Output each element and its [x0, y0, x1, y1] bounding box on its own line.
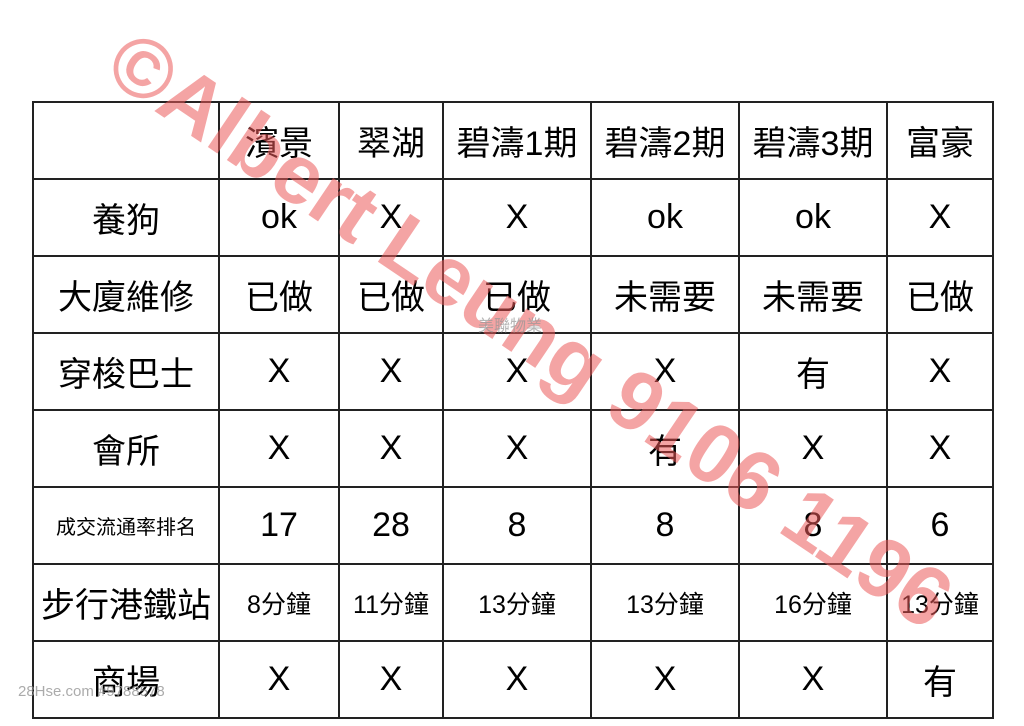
cell: X: [442, 178, 592, 257]
cell: 28: [338, 486, 444, 565]
cell: 13分鐘: [886, 563, 994, 642]
cell: X: [590, 640, 740, 719]
row: 穿梭巴士 X X X X 有 X: [32, 332, 994, 411]
cell: 8分鐘: [218, 563, 340, 642]
row-label: 步行港鐵站: [32, 563, 220, 642]
column-header: 碧濤2期: [590, 101, 740, 180]
cell: 8: [590, 486, 740, 565]
row: 大廈維修 已做 已做 已做 未需要 未需要 已做: [32, 255, 994, 334]
cell: X: [738, 409, 888, 488]
cell: X: [886, 332, 994, 411]
row-label: 大廈維修: [32, 255, 220, 334]
cell: 13分鐘: [590, 563, 740, 642]
cell: X: [886, 178, 994, 257]
cell: 已做: [218, 255, 340, 334]
cell: 13分鐘: [442, 563, 592, 642]
cell: X: [218, 640, 340, 719]
cell: X: [218, 332, 340, 411]
row-label: 成交流通率排名: [32, 486, 220, 565]
header-row: 濱景 翠湖 碧濤1期 碧濤2期 碧濤3期 富豪: [32, 101, 994, 180]
cell: X: [338, 332, 444, 411]
row-label: 商場: [32, 640, 220, 719]
cell: 已做: [886, 255, 994, 334]
cell: X: [442, 409, 592, 488]
cell: 有: [886, 640, 994, 719]
row: 步行港鐵站 8分鐘 11分鐘 13分鐘 13分鐘 16分鐘 13分鐘: [32, 563, 994, 642]
cell: 未需要: [590, 255, 740, 334]
row-label: 會所: [32, 409, 220, 488]
row: 商場 X X X X X 有: [32, 640, 994, 719]
row: 會所 X X X 有 X X: [32, 409, 994, 488]
cell: X: [442, 640, 592, 719]
cell: X: [218, 409, 340, 488]
column-header: 富豪: [886, 101, 994, 180]
cell: 有: [738, 332, 888, 411]
cell: X: [886, 409, 994, 488]
cell: X: [338, 640, 444, 719]
column-header: 碧濤3期: [738, 101, 888, 180]
cell: 6: [886, 486, 994, 565]
cell: 有: [590, 409, 740, 488]
row-label: 穿梭巴士: [32, 332, 220, 411]
row-label: 養狗: [32, 178, 220, 257]
cell: 已做: [442, 255, 592, 334]
cell: ok: [590, 178, 740, 257]
cell: 8: [738, 486, 888, 565]
row: 成交流通率排名 17 28 8 8 8 6: [32, 486, 994, 565]
cell: 16分鐘: [738, 563, 888, 642]
cell: X: [442, 332, 592, 411]
cell: X: [338, 409, 444, 488]
cell: X: [338, 178, 444, 257]
column-header: 翠湖: [338, 101, 444, 180]
column-header: 濱景: [218, 101, 340, 180]
cell: X: [590, 332, 740, 411]
corner-cell: [32, 101, 220, 180]
cell: 未需要: [738, 255, 888, 334]
cell: X: [738, 640, 888, 719]
cell: 11分鐘: [338, 563, 444, 642]
cell: 8: [442, 486, 592, 565]
cell: 17: [218, 486, 340, 565]
cell: ok: [738, 178, 888, 257]
cell: 已做: [338, 255, 444, 334]
cell: ok: [218, 178, 340, 257]
column-header: 碧濤1期: [442, 101, 592, 180]
